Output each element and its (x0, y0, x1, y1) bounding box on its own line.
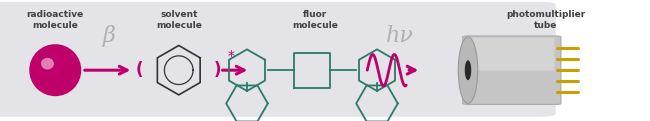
Text: β: β (103, 25, 116, 47)
Ellipse shape (465, 60, 471, 80)
Text: *: * (227, 49, 234, 63)
FancyBboxPatch shape (0, 2, 556, 117)
Ellipse shape (458, 37, 478, 103)
FancyBboxPatch shape (469, 38, 554, 71)
Text: hν: hν (386, 25, 413, 47)
FancyBboxPatch shape (463, 36, 561, 104)
Text: ): ) (214, 61, 222, 79)
Ellipse shape (41, 58, 54, 70)
Text: (: ( (136, 61, 144, 79)
Text: radioactive
molecule: radioactive molecule (27, 10, 84, 30)
Text: fluor
molecule: fluor molecule (292, 10, 338, 30)
Text: photomultiplier
tube: photomultiplier tube (506, 10, 586, 30)
Ellipse shape (29, 44, 81, 96)
Text: solvent
molecule: solvent molecule (156, 10, 202, 30)
